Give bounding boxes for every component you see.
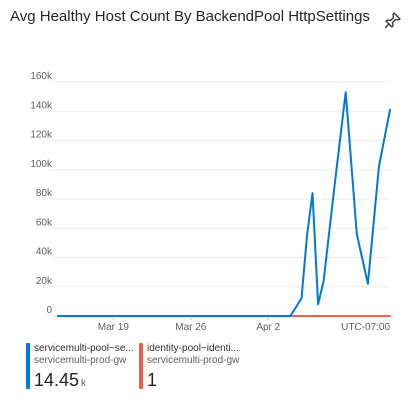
legend-color-bar — [26, 343, 30, 389]
y-tick-label: 140k — [30, 100, 53, 111]
legend-value: 1 — [147, 370, 158, 390]
y-tick-label: 60k — [36, 217, 53, 228]
y-tick-label: 80k — [36, 188, 53, 199]
y-axis: 0 20k 40k 60k 80k 100k 120k 140k 160k — [30, 71, 53, 316]
x-axis: Mar 19 Mar 26 Apr 2 — [98, 316, 281, 333]
x-tick-label: Apr 2 — [256, 322, 280, 333]
series-line-servicemulti — [57, 91, 391, 317]
legend-resource-name: servicemulti-prod-gw — [34, 355, 127, 366]
pin-icon[interactable] — [383, 10, 403, 30]
legend-item-servicemulti[interactable]: servicemulti-pool~se... servicemulti-pro… — [26, 343, 154, 395]
legend-unit: k — [81, 378, 87, 389]
y-tick-label: 20k — [36, 276, 53, 287]
y-tick-label: 120k — [30, 130, 53, 141]
y-tick-label: 160k — [30, 71, 53, 82]
chart-series — [57, 91, 391, 317]
x-tick-label: Mar 26 — [175, 322, 207, 333]
legend-color-bar — [139, 343, 143, 389]
chart-gridlines — [50, 81, 390, 317]
legend-resource-name: servicemulti-prod-gw — [147, 355, 240, 366]
x-tick-label: Mar 19 — [98, 322, 130, 333]
chart-title: Avg Healthy Host Count By BackendPool Ht… — [10, 8, 370, 25]
legend-value: 14.45 k — [34, 370, 87, 390]
y-tick-label: 100k — [30, 159, 53, 170]
legend-series-name: servicemulti-pool~se... — [34, 343, 134, 354]
y-tick-label: 40k — [36, 247, 53, 258]
legend-series-name: identity-pool~identi... — [147, 343, 240, 354]
y-tick-label: 0 — [46, 305, 52, 316]
legend-item-identity[interactable]: identity-pool~identi... servicemulti-pro… — [139, 343, 267, 395]
timezone-label: UTC-07:00 — [341, 322, 390, 333]
